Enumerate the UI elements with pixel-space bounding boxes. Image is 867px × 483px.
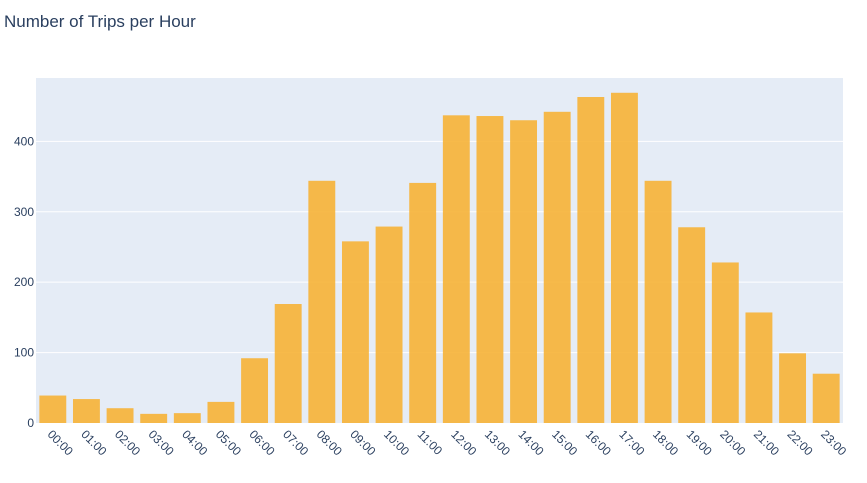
bar xyxy=(106,408,134,423)
x-tick-label: 15:00 xyxy=(549,427,580,458)
x-tick-label: 20:00 xyxy=(717,427,748,458)
y-tick-label: 400 xyxy=(14,134,34,148)
x-tick-label: 17:00 xyxy=(616,427,647,458)
x-axis-ticks: 00:00 01:00 02:00 03:00 04:00 05:00 06:00 07:00… xyxy=(45,427,850,458)
bar xyxy=(140,413,168,423)
bar xyxy=(745,312,773,423)
plot-area xyxy=(36,78,843,423)
bar xyxy=(72,399,100,423)
bars xyxy=(39,92,840,424)
x-tick-label: 03:00 xyxy=(146,427,177,458)
bar xyxy=(409,182,437,423)
x-tick-label: 06:00 xyxy=(246,427,277,458)
x-tick-label: 19:00 xyxy=(684,427,715,458)
x-tick-label: 10:00 xyxy=(381,427,412,458)
bar xyxy=(779,353,807,423)
bar xyxy=(241,358,269,423)
y-axis-ticks: 0 100 200 300 400 xyxy=(14,134,34,430)
gridlines xyxy=(36,140,843,354)
bar xyxy=(476,116,504,423)
x-tick-label: 00:00 xyxy=(45,427,76,458)
bar xyxy=(711,262,739,423)
x-tick-label: 21:00 xyxy=(751,427,782,458)
chart-title: Number of Trips per Hour xyxy=(4,12,196,31)
x-tick-label: 13:00 xyxy=(482,427,513,458)
bar xyxy=(644,180,672,423)
x-tick-label: 11:00 xyxy=(415,427,446,458)
x-tick-label: 05:00 xyxy=(213,427,244,458)
x-tick-label: 16:00 xyxy=(583,427,614,458)
x-tick-label: 18:00 xyxy=(650,427,681,458)
y-tick-label: 300 xyxy=(14,205,34,219)
x-tick-label: 12:00 xyxy=(448,427,479,458)
bar xyxy=(610,92,638,424)
bar xyxy=(341,241,369,423)
bar xyxy=(173,413,201,423)
y-tick-label: 0 xyxy=(27,416,34,430)
bar xyxy=(543,111,571,423)
bar xyxy=(274,304,302,423)
bar xyxy=(207,401,235,423)
y-tick-label: 100 xyxy=(14,346,34,360)
bar xyxy=(308,180,336,423)
bar xyxy=(39,395,67,423)
bar xyxy=(577,97,605,424)
bar xyxy=(375,226,403,423)
bar xyxy=(510,120,538,423)
bar xyxy=(812,373,840,423)
x-tick-label: 23:00 xyxy=(818,427,849,458)
x-tick-label: 22:00 xyxy=(784,427,815,458)
x-tick-label: 07:00 xyxy=(280,427,311,458)
x-tick-label: 08:00 xyxy=(314,427,345,458)
x-tick-label: 14:00 xyxy=(515,427,546,458)
bar xyxy=(442,115,470,423)
x-tick-label: 04:00 xyxy=(179,427,210,458)
x-tick-label: 02:00 xyxy=(112,427,143,458)
y-tick-label: 200 xyxy=(14,275,34,289)
x-tick-label: 01:00 xyxy=(78,427,109,458)
bar xyxy=(678,227,706,423)
x-tick-label: 09:00 xyxy=(347,427,378,458)
